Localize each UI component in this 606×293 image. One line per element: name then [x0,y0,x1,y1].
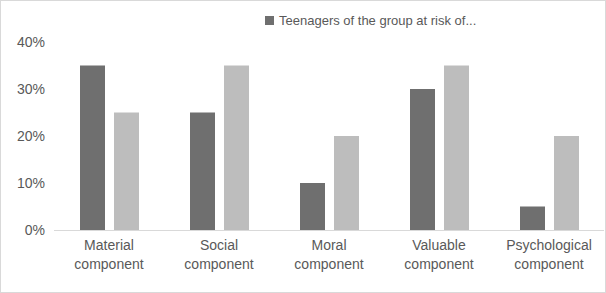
y-tick-label: 40% [17,34,45,50]
legend: Teenagers of the group at risk of... [265,13,476,28]
x-tick-label-line: component [294,256,363,272]
x-tick-label-line: component [514,256,583,272]
y-tick-label: 0% [25,222,45,238]
x-tick-label: Social component [184,237,253,272]
bar [190,113,215,231]
x-tick-label: Psychological component [506,237,592,272]
bar [114,113,139,231]
chart: 0% 10% 20% 30% 40% Material component Social com… [0,0,606,293]
bar [410,89,435,230]
bar [300,183,325,230]
x-tick-label: Moral component [294,237,363,272]
legend-swatch [265,16,274,25]
bar [554,136,579,230]
bar [224,66,249,231]
y-tick-label: 20% [17,128,45,144]
x-tick-label: Material component [74,237,143,272]
x-tick-label-line: component [184,256,253,272]
x-tick-label-line: component [404,256,473,272]
y-tick-label: 10% [17,175,45,191]
x-tick-label-line: Valuable [412,237,466,253]
legend-label: Teenagers of the group at risk of... [279,13,476,28]
x-tick-label-line: Social [200,237,238,253]
x-tick-label-line: Psychological [506,237,592,253]
chart-border [1,1,606,293]
bar [80,66,105,231]
bar [444,66,469,231]
x-tick-label-line: Material [84,237,134,253]
bar [334,136,359,230]
x-tick-label-line: Moral [311,237,346,253]
x-axis-line [54,230,604,231]
x-tick-label: Valuable component [404,237,473,272]
bar [520,207,545,231]
bars [80,66,579,231]
y-tick-label: 30% [17,81,45,97]
x-tick-label-line: component [74,256,143,272]
